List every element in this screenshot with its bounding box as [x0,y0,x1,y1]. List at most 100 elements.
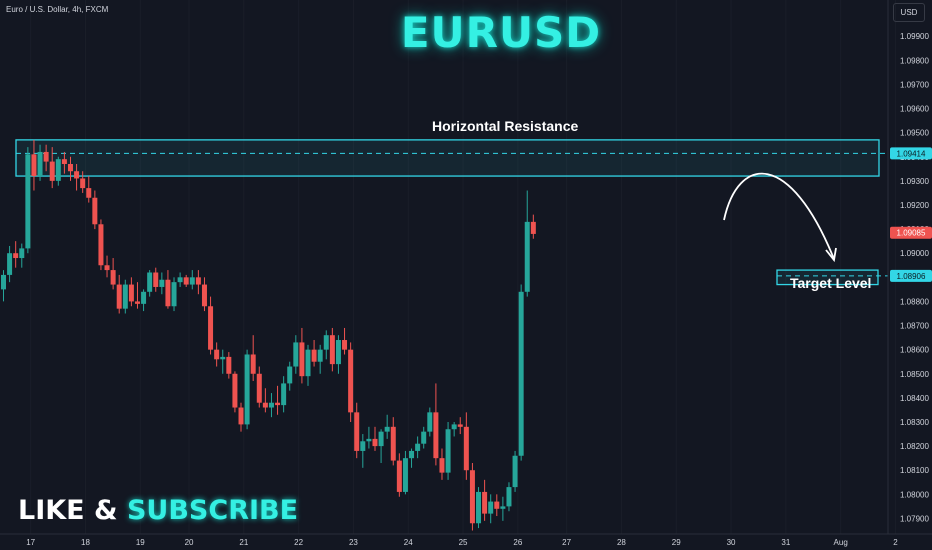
target-zone [776,269,879,286]
x-tick-label: 21 [239,538,248,547]
candle-body [348,349,354,413]
candle-body [67,163,73,172]
candle-body [250,354,256,374]
candle [13,241,19,268]
candle [165,270,171,309]
candle [262,388,268,413]
target-label: Target Level [790,275,872,291]
candle [354,402,360,459]
candle [25,147,31,254]
candle-body [518,291,524,456]
candle [305,344,311,386]
candle [463,412,469,480]
candle [171,277,177,312]
x-tick-label: 18 [81,538,90,547]
candle [86,176,92,203]
candle-body [360,441,366,451]
candle-body [195,277,201,285]
projection-arrow [723,172,837,263]
x-tick-label: Aug [834,538,848,547]
candle [415,436,421,459]
candle-body [116,284,122,309]
candle-body [457,424,463,427]
last-price-tag: 1.09085 [890,226,932,239]
candle-body [49,161,55,181]
chart-title: EURUSD [0,8,932,57]
candle [390,417,396,466]
x-tick-label: 26 [513,538,522,547]
candle [366,426,372,449]
candle-body [220,356,226,360]
candle [250,335,256,382]
candle [189,270,195,290]
price-axis[interactable]: 1.07900 1.08000 1.08100 1.08200 1.08300 1.084… [890,32,932,523]
candle-body [524,221,530,292]
candle [494,494,500,517]
candle [329,327,335,372]
y-tick-label: 1.08500 [900,370,929,379]
candle-body [311,349,317,362]
candle-body [214,349,220,360]
candle [409,448,415,468]
y-tick-label: 1.08800 [900,297,929,306]
last-price-tag-box [890,226,932,239]
candle-body [98,224,104,266]
candle [67,156,73,181]
x-tick-label: 17 [26,538,35,547]
candle [427,407,433,437]
candle [275,385,281,415]
chart-title-text: EURUSD [400,8,602,57]
candle-body [469,470,475,524]
candle-body [415,443,421,451]
candle-body [232,373,238,408]
time-axis[interactable]: 171819202122232425262728293031Aug24567 [26,538,932,547]
target-price-tag: 1.08906 [890,269,932,282]
arrow-head [825,247,837,263]
candle [439,448,445,480]
y-tick-label: 1.08600 [900,346,929,355]
candle [153,267,159,292]
candle-body [7,253,13,275]
candle [1,270,6,302]
candle-body [299,342,305,377]
candle-body [372,438,378,447]
y-tick-label: 1.09800 [900,56,929,65]
candle-body [396,460,402,492]
candle-body [104,265,110,271]
candle [177,272,183,287]
candle-body [147,272,153,292]
x-tick-label: 19 [136,538,145,547]
x-tick-label: 28 [617,538,626,547]
candle-body [37,151,43,177]
candle [31,139,37,191]
candle-body [293,342,299,367]
candle-body [80,178,86,189]
candle-body [275,402,281,406]
y-tick-label: 1.09700 [900,80,929,89]
candle-body [384,426,390,432]
x-tick-label: 29 [672,538,681,547]
candle [214,342,220,367]
candle [384,414,390,439]
candle [61,151,67,174]
candle [518,284,524,461]
currency-button[interactable]: USD [893,3,925,22]
candle-body [238,407,244,425]
candle-body [329,335,335,365]
candle-body [476,491,482,524]
y-tick-label: 1.08700 [900,322,929,331]
candle [80,171,86,193]
candle-body [305,349,311,377]
candle [159,272,165,295]
candle-body [1,274,6,290]
x-tick-label: 20 [185,538,194,547]
candle-body [177,277,183,283]
candle-body [165,279,171,307]
grid-lines [30,0,896,534]
candle-body [366,438,372,442]
candle-body [433,412,439,459]
x-tick-label: 31 [781,538,790,547]
price-zones [15,139,888,286]
candle-body [31,154,37,177]
